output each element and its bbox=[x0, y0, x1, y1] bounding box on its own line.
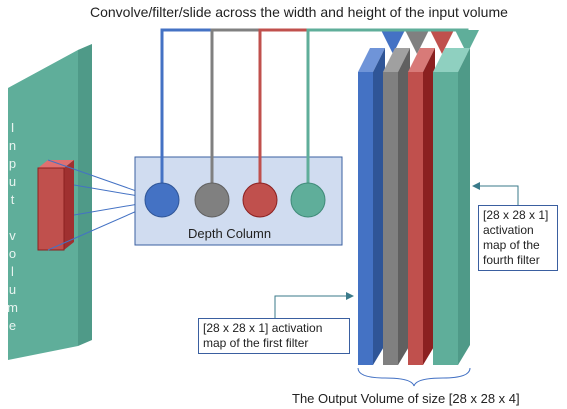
brace bbox=[357, 367, 471, 387]
connectors bbox=[160, 28, 479, 200]
filter bbox=[37, 160, 74, 251]
title: Convolve/filter/slide across the width a… bbox=[90, 4, 508, 20]
fourth-filter-note: [28 x 28 x 1] activation map of the four… bbox=[478, 205, 558, 271]
depth-column-label: Depth Column bbox=[188, 226, 272, 241]
first-filter-note: [28 x 28 x 1] activation map of the firs… bbox=[198, 318, 350, 354]
output-slabs bbox=[358, 48, 470, 365]
output-label: The Output Volume of size [28 x 28 x 4] bbox=[292, 391, 520, 406]
input-label: Input volume bbox=[5, 120, 20, 336]
neurons bbox=[144, 182, 326, 218]
callout-lines bbox=[274, 182, 519, 318]
